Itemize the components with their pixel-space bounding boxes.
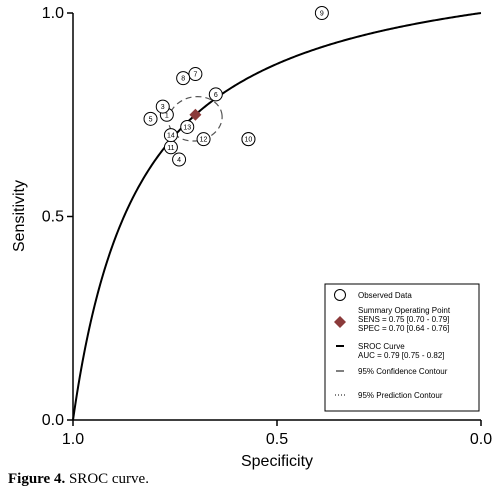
study-point-label-4: 4 [177,157,181,164]
legend-text-2-1: AUC = 0.79 [0.75 - 0.82] [358,351,445,360]
legend-text-2-0: SROC Curve [358,342,405,351]
study-point-14: 14 [163,128,178,143]
legend-box [324,283,480,412]
study-points: 1234567891011121314 [143,6,329,167]
study-point-label-3: 3 [161,104,165,111]
axis-ticks: 1.0 0.5 0.0 0.0 0.5 1.0 [42,5,492,448]
confidence-contour [168,96,223,142]
caption-text: SROC curve. [65,471,149,487]
legend-item-circle: Observed Data [334,289,412,301]
x-tick-label-0: 1.0 [62,431,84,448]
x-axis-title: Specificity [241,453,313,470]
legend-text-1-0: Summary Operating Point [358,306,451,315]
study-point-label-9: 9 [320,11,324,18]
summary-point-diamond [189,108,202,121]
study-point-5: 5 [143,111,158,126]
caption-prefix: Figure 4. [8,471,66,487]
study-point-7: 7 [188,67,203,82]
legend-text-4-0: 95% Prediction Contour [358,391,443,400]
study-point-label-7: 7 [193,72,197,79]
study-point-11: 11 [163,140,178,155]
legend: Observed Data Summary Operating PointSENS… [324,283,480,412]
y-tick-label-1: 0.5 [42,209,64,226]
sroc-curve [72,12,482,421]
study-point-3: 3 [155,99,170,114]
sroc-chart: 1.00.50.00.00.51.0 1234567891011121314 S… [11,5,492,470]
y-axis-title: Sensitivity [11,180,28,252]
study-point-label-6: 6 [214,92,218,99]
legend-text-3-0: 95% Confidence Contour [358,367,448,376]
study-point-label-10: 10 [245,137,253,144]
study-point-13: 13 [180,119,195,134]
y-tick-label-2: 1.0 [42,5,64,22]
study-point-12: 12 [196,132,211,147]
study-point-6: 6 [208,87,223,102]
study-point-label-1: 1 [165,112,169,119]
legend-symbol-diamond [334,316,346,328]
legend-item-dot-line: 95% Prediction Contour [335,391,443,400]
legend-text-1-1: SENS = 0.75 [0.70 - 0.79] [358,315,449,324]
study-point-label-8: 8 [181,76,185,83]
legend-text-0-0: Observed Data [358,291,412,300]
study-point-10: 10 [241,132,256,147]
study-point-9: 9 [314,6,329,20]
legend-symbol-circle [334,289,346,301]
figure-caption: Figure 4. SROC curve. [8,471,149,488]
legend-item-dash-line: 95% Confidence Contour [336,367,448,376]
study-point-8: 8 [176,71,191,86]
study-point-label-13: 13 [183,124,191,131]
study-point-label-5: 5 [149,116,153,123]
y-tick-label-0: 0.0 [42,412,64,429]
study-point-label-12: 12 [200,137,208,144]
study-point-label-14: 14 [167,133,175,140]
x-tick-label-2: 0.0 [470,431,492,448]
x-tick-label-1: 0.5 [266,431,288,448]
study-point-label-11: 11 [167,145,174,152]
study-point-4: 4 [172,152,187,167]
legend-text-1-2: SPEC = 0.70 [0.64 - 0.76] [358,324,449,333]
